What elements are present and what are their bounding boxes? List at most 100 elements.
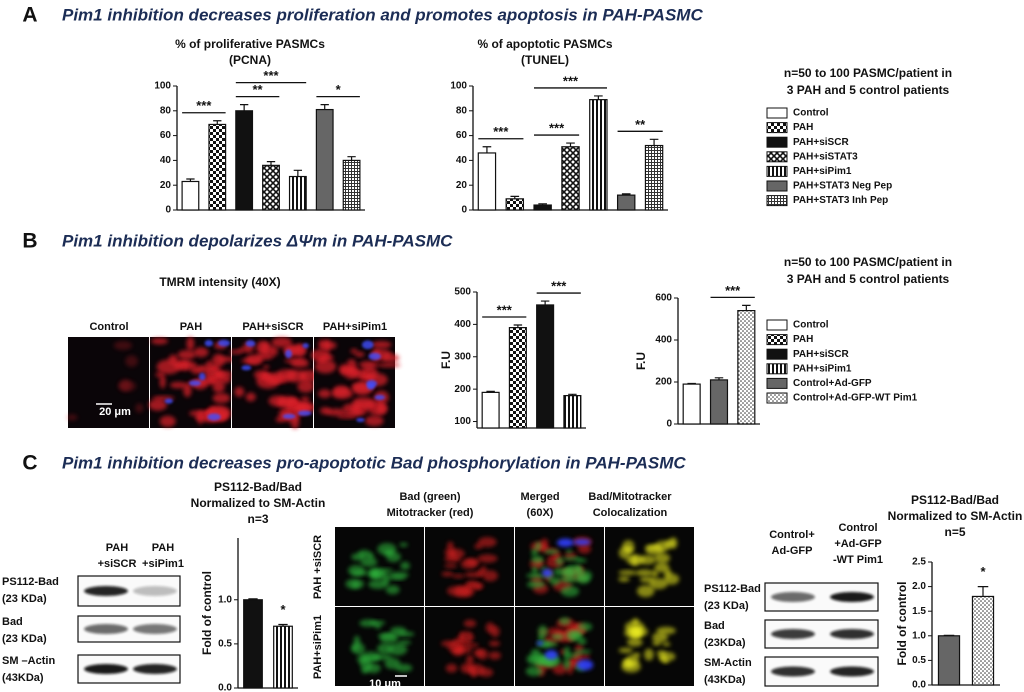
y-tick-label: 2.0 [912,581,926,592]
error-bar [687,382,696,385]
cell-stain [576,659,594,671]
bar [589,99,608,211]
bar [508,327,527,429]
blot-column-label: Ad-GFP [772,545,813,557]
error-bar [278,623,288,627]
cell-stain [371,340,392,349]
cell-stain [535,541,542,551]
cell-stain [618,546,632,559]
y-tick-label: 0.5 [912,655,926,666]
y-tick-label: 60 [160,130,172,141]
cell-stain [319,407,331,415]
cell-stain [669,537,678,549]
legend-label: PAH [793,122,813,133]
cell-stain [573,539,591,545]
bar [243,599,263,689]
bar [563,395,582,429]
cell-stain [488,651,502,660]
cell-stain [319,354,334,361]
cell-stain [353,635,361,648]
y-tick-label: 20 [456,180,468,191]
cell-stain [212,382,225,393]
y-tick-label: 1.0 [912,630,926,641]
legend-label: PAH+STAT3 Neg Pep [793,181,892,192]
chart-title: Normalized to SM-Actin [888,509,1023,523]
cell-stain [376,403,387,414]
cell-stain [282,413,296,419]
cell-stain [331,388,354,400]
image-column-label: Bad/Mitotracker [588,491,672,503]
blot-band [830,629,874,639]
cell-stain [193,347,209,358]
y-tick-label: 200 [655,377,672,388]
cell-stain [376,643,393,655]
legend-label: Control+Ad-GFP [793,378,872,389]
cell-stain [278,399,296,405]
bar [561,146,580,211]
cell-stain [488,640,501,647]
cell-stain [654,553,671,564]
cell-stain [159,374,166,389]
cell-stain [440,640,458,647]
error-bar [266,161,276,166]
image-column-label: Merged [520,491,559,503]
blot-band [84,664,128,674]
cell-stain [339,367,353,373]
error-bar [320,104,329,110]
blot-row-label: Bad [704,620,725,632]
error-bar [510,195,520,199]
cell-stain [559,575,578,584]
cell-stain [626,637,643,647]
chart-title: PS112-Bad/Bad [911,493,999,507]
cell-stain [204,339,214,347]
cell-stain [448,548,465,559]
blot-column-label: +Ad-GFP [834,538,881,550]
cell-stain [395,663,413,673]
cell-stain [177,349,196,360]
legend-swatch [766,107,788,119]
image-title: TMRM intensity (40X) [159,275,280,289]
cell-stain [537,625,548,638]
cell-stain [284,358,307,364]
bar [682,383,701,425]
cell-stain [382,572,391,585]
error-bar [568,393,577,396]
blot-band [84,586,128,596]
cell-stain [451,646,464,657]
legend-label: PAH [793,334,813,345]
error-bar [566,142,575,147]
blot-row-label: (23KDa) [704,637,746,649]
blot-column-label: PAH [152,542,174,554]
cell-stain [542,569,553,577]
significance-label: *** [497,302,513,317]
panel-letter: C [22,452,37,475]
cell-stain [384,657,401,670]
legend-label: PAH+siSTAT3 [793,151,858,162]
legend-swatch [766,334,788,346]
cell-stain [183,383,192,398]
cell-stain [477,554,498,563]
blot-band [771,666,815,677]
blot-band [830,592,874,602]
image-row-label: PAH +siSCR [312,535,324,599]
cell-stain [364,415,384,427]
cell-stain [659,651,676,662]
cell-stain [459,631,473,638]
error-bar [621,193,631,196]
cell-stain [285,349,293,359]
y-tick-label: 200 [454,384,471,395]
cell-stain [263,365,270,370]
error-bar [538,203,547,206]
cell-stain [374,654,393,661]
cell-stain [351,570,369,576]
cell-stain [300,396,310,402]
cell-stain [526,580,546,589]
significance-label: *** [196,98,212,113]
y-tick-label: 300 [454,351,471,362]
bar [737,310,756,425]
significance-label: * [280,602,286,617]
cell-stain [552,663,568,675]
cell-stain [198,364,218,374]
cell-stain [229,349,243,355]
significance-label: *** [263,68,279,83]
